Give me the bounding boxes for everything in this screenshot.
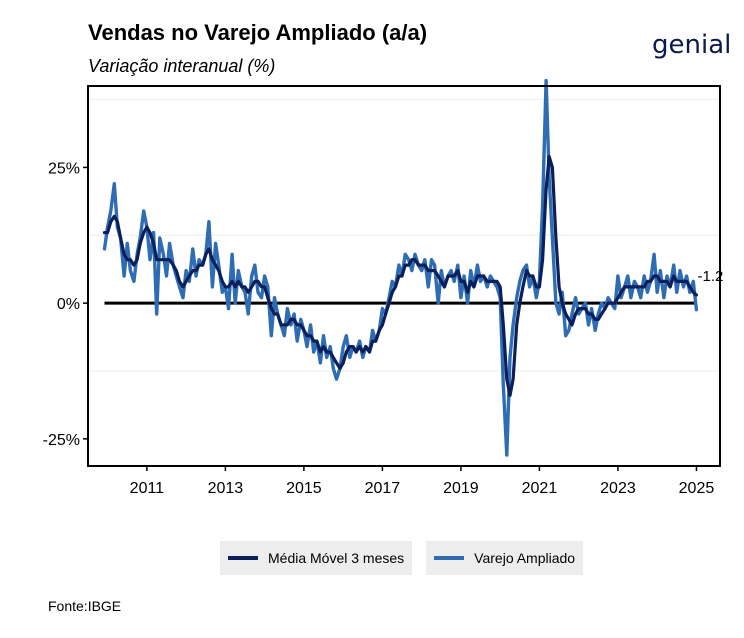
legend-item-retail: Varejo Ampliado [426,541,584,575]
x-tick-label-2: 2015 [286,480,322,497]
x-tick-label-3: 2017 [365,480,401,497]
chart-title: Vendas no Varejo Ampliado (a/a) [88,20,428,45]
y-tick-label-2: -25% [43,432,80,449]
x-tick-label-6: 2023 [600,480,636,497]
axis-labels: 25% 0% -25% 2011 2013 2015 2017 2019 2021 2023 202… [43,160,715,497]
genial-logo: genial [652,30,732,60]
x-tick-label-7: 2025 [679,480,715,497]
annotations: -1.2 [698,268,724,285]
legend-label-retail: Varejo Ampliado [474,550,576,566]
y-tick-label-1: 0% [57,296,80,313]
series-line-media-movel [102,155,698,397]
x-tick-label-0: 2011 [130,480,165,497]
chart-subtitle: Variação interanual (%) [88,56,276,76]
x-tick-label-1: 2013 [208,480,244,497]
legend-swatch-retail [434,556,465,560]
legend-swatch-moving-average [228,556,258,560]
grid-lines [88,99,720,372]
series-line-varejo-ampliado [102,78,699,457]
x-tick-label-4: 2019 [443,480,479,497]
legend-label-moving-average: Média Móvel 3 meses [268,550,405,566]
plot-frame [87,85,721,467]
legend-item-moving-average: Média Móvel 3 meses [220,541,413,575]
plot-border [87,85,721,467]
chart-legend: Média Móvel 3 meses Varejo Ampliado [220,541,584,575]
last-value-label: -1.2 [698,268,724,285]
x-tick-label-5: 2021 [522,480,558,497]
series-layer [102,78,699,457]
source-note: Fonte:IBGE [48,598,122,614]
y-tick-label-0: 25% [48,160,80,177]
